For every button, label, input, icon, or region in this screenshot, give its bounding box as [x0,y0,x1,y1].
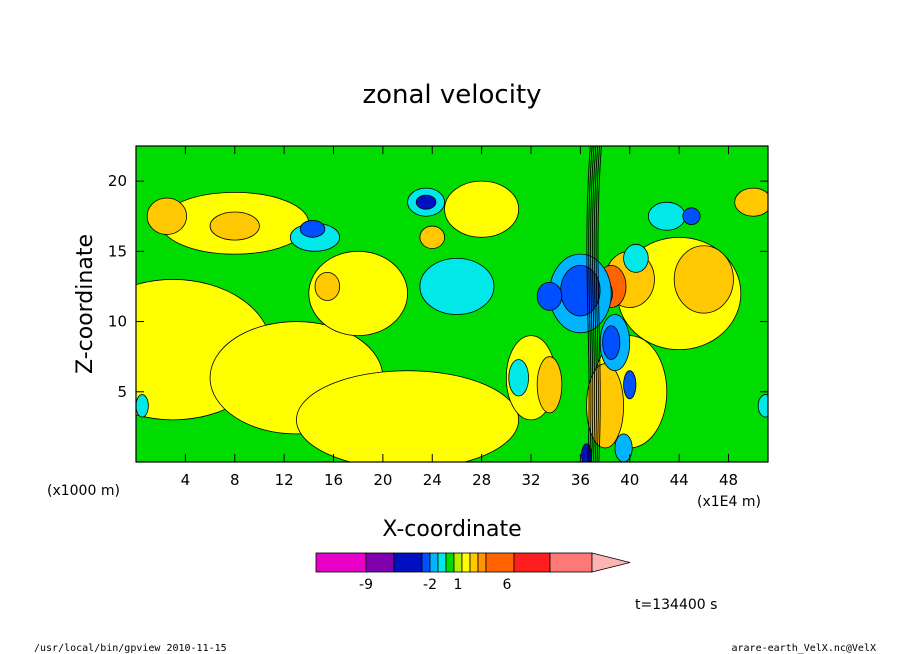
contour-orange [419,225,445,249]
contour-dblue [415,194,437,210]
colorbar-label: 6 [503,577,512,593]
contour-line [590,146,595,462]
colorbar-swatch [549,552,593,573]
contour-field [136,146,768,462]
contour-blue [536,281,563,311]
x-tick-label: 24 [423,471,442,489]
x-axis-label: X-coordinate [382,517,521,542]
colorbar: -9 -2 1 6 [315,552,631,593]
contour-orange [146,197,188,235]
colorbar-swatch [485,552,515,573]
colorbar-swatch [393,552,423,573]
footer-right: arare-earth_VelX.nc@VelX [732,643,877,654]
x-tick-label: 16 [324,471,343,489]
colorbar-swatch [429,552,439,573]
y-tick-label: 15 [108,242,127,260]
y-axis-label: Z-coordinate [73,234,98,374]
colorbar-label: -9 [359,577,373,593]
contour-cyan [508,359,529,397]
colorbar-swatch [469,552,479,573]
colorbar-swatch [437,552,447,573]
x-ticks: 4 8 12 16 20 24 28 32 36 40 44 48 [181,146,738,489]
x-tick-label: 20 [373,471,392,489]
contour-yellow [444,180,520,238]
contour-cyan [419,257,495,315]
contour-orange [536,356,563,414]
contour-orange [734,187,768,217]
x-tick-label: 40 [620,471,639,489]
contour-cyan [136,394,149,418]
chart-title: zonal velocity [362,80,541,110]
colorbar-swatch [477,552,487,573]
colorbar-swatch [453,552,463,573]
time-label: t=134400 s [635,597,717,613]
contour-blue [623,370,637,400]
contour-orange [314,272,341,301]
y-tick-label: 20 [108,172,127,190]
colorbar-arrow [591,552,631,573]
y-ticks: 5 10 15 20 [108,172,768,401]
contour-orange [209,211,260,241]
colorbar-swatch [513,552,551,573]
x-tick-label: 44 [670,471,689,489]
x-tick-label: 48 [719,471,738,489]
colorbar-swatch [365,552,395,573]
contour-lblue [614,433,633,462]
contour-blue [682,207,701,226]
contour-cyan [647,201,686,231]
contour-line [593,146,599,462]
contour-line [586,146,591,462]
contour-yellow [308,250,408,337]
contour-cyan [623,243,649,273]
contour-line [595,146,600,462]
x-tick-label: 36 [571,471,590,489]
x-unit-right: (x1E4 m) [697,494,761,510]
x-tick-label: 12 [275,471,294,489]
contour-cyan [757,394,768,418]
contour-blue [299,220,326,238]
y-tick-label: 5 [117,383,127,401]
colorbar-swatch [445,552,455,573]
x-tick-label: 4 [181,471,191,489]
colorbar-swatch [315,552,367,573]
contour-line [591,146,597,462]
colorbar-swatch [461,552,471,573]
colorbar-label: 1 [454,577,463,593]
colorbar-swatch [421,552,431,573]
contour-orange [673,245,734,314]
x-tick-label: 32 [521,471,540,489]
contour-line [597,146,602,462]
footer-left: /usr/local/bin/gpview 2010-11-15 [34,643,227,654]
x-tick-label: 8 [230,471,240,489]
contour-blue [602,325,621,360]
colorbar-label: -2 [423,577,437,593]
x-unit-left: (x1000 m) [47,483,120,499]
contour-line [588,146,593,462]
plot-frame [135,145,769,463]
contour-yellow [296,370,520,462]
x-tick-label: 28 [472,471,491,489]
y-tick-label: 10 [108,313,127,331]
